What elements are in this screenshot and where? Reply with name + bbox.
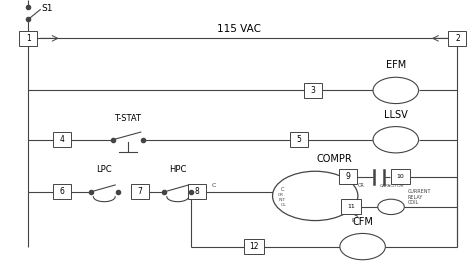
Bar [290, 132, 308, 147]
Circle shape [340, 233, 385, 260]
Bar [188, 184, 206, 199]
Bar [244, 239, 264, 254]
Text: 6: 6 [59, 187, 64, 196]
Text: CURRENT: CURRENT [408, 189, 431, 194]
Bar [53, 132, 71, 147]
Text: RELAY: RELAY [408, 195, 423, 200]
Bar [448, 31, 466, 46]
Text: LLSV: LLSV [384, 110, 408, 120]
Circle shape [373, 77, 419, 104]
Bar [53, 184, 71, 199]
Bar [339, 169, 357, 184]
Text: HPC: HPC [169, 165, 186, 174]
Text: C: C [281, 187, 285, 192]
Text: 115 VAC: 115 VAC [218, 24, 261, 34]
Text: 1: 1 [26, 34, 31, 43]
Text: 5: 5 [296, 135, 301, 144]
Text: CAPACITOR: CAPACITOR [380, 184, 404, 188]
Bar [131, 184, 149, 199]
Text: COMPR: COMPR [316, 155, 352, 164]
Text: C: C [212, 183, 216, 188]
Text: R: R [352, 218, 356, 223]
Text: T-STAT: T-STAT [115, 114, 141, 123]
Text: INT: INT [278, 198, 285, 202]
Bar [391, 169, 410, 184]
Text: LPC: LPC [97, 165, 112, 174]
Text: 3: 3 [310, 86, 315, 95]
Text: 4: 4 [59, 135, 64, 144]
Text: 11: 11 [347, 204, 355, 209]
Text: 9: 9 [346, 172, 351, 181]
Text: CFM: CFM [352, 217, 373, 227]
Circle shape [273, 171, 358, 221]
Text: 12: 12 [249, 242, 258, 251]
Text: CR: CR [278, 193, 284, 196]
Bar [341, 199, 361, 214]
Bar [19, 31, 37, 46]
Text: S1: S1 [42, 4, 53, 13]
Text: OL: OL [281, 203, 287, 207]
Text: S: S [352, 169, 356, 174]
Bar [304, 83, 322, 98]
Circle shape [378, 199, 404, 215]
Text: 2: 2 [455, 34, 460, 43]
Text: EFM: EFM [386, 61, 406, 70]
Circle shape [373, 127, 419, 153]
Text: 10: 10 [397, 174, 404, 179]
Text: CR: CR [358, 183, 365, 188]
Text: COIL: COIL [408, 200, 419, 205]
Text: 7: 7 [137, 187, 142, 196]
Text: 8: 8 [194, 187, 199, 196]
